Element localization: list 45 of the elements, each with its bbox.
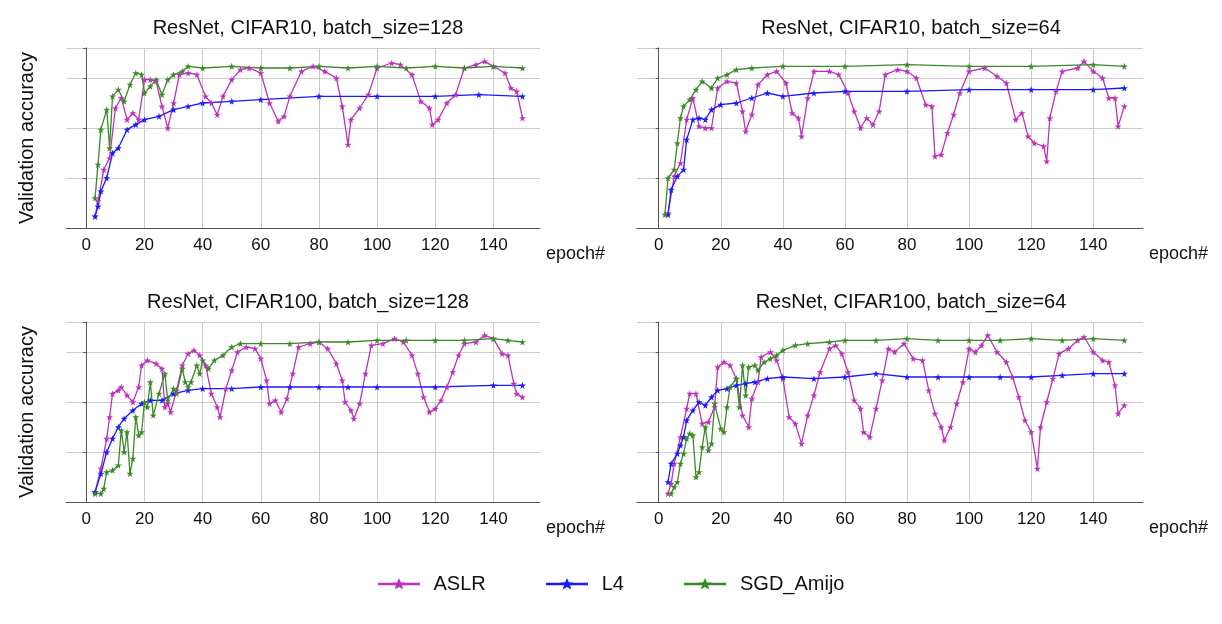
x-tick-label: 20 — [711, 235, 731, 254]
y-axis-title: Validation accuracy — [15, 326, 37, 498]
y-axis-title: Validation accuracy — [15, 52, 37, 224]
x-tick-label: 40 — [193, 509, 213, 528]
x-tick-label: 60 — [251, 235, 271, 254]
x-tick-label: 140 — [479, 509, 508, 528]
chart-title: ResNet, CIFAR100, batch_size=64 — [755, 290, 1067, 313]
x-axis-title: epoch# — [1148, 243, 1209, 263]
x-axis-title: epoch# — [545, 243, 606, 263]
x-axis-title: epoch# — [545, 517, 606, 537]
x-tick-label: 100 — [362, 235, 392, 254]
chart-title: ResNet, CIFAR10, batch_size=64 — [761, 16, 1061, 39]
x-tick-label: 20 — [135, 509, 154, 528]
x-tick-label: 0 — [653, 235, 664, 254]
x-tick-label: 60 — [835, 509, 855, 528]
x-tick-label: 120 — [421, 235, 450, 254]
x-tick-label: 80 — [309, 235, 329, 254]
x-tick-label: 0 — [653, 509, 664, 528]
x-tick-label: 40 — [193, 235, 213, 254]
x-tick-label: 140 — [1079, 509, 1108, 528]
legend-label: ASLR — [433, 572, 486, 595]
x-tick-label: 0 — [81, 509, 92, 528]
legend-label: SGD_Amijo — [740, 572, 845, 595]
x-tick-label: 60 — [251, 509, 271, 528]
x-tick-label: 140 — [479, 235, 508, 254]
x-tick-label: 140 — [1079, 235, 1108, 254]
x-tick-label: 20 — [135, 235, 154, 254]
x-tick-label: 40 — [773, 235, 793, 254]
legend-label: L4 — [601, 572, 624, 595]
x-axis-title: epoch# — [1148, 517, 1209, 537]
x-tick-label: 20 — [711, 509, 731, 528]
chart-title: ResNet, CIFAR100, batch_size=128 — [147, 290, 469, 313]
x-tick-label: 0 — [81, 235, 92, 254]
x-tick-label: 100 — [954, 509, 984, 528]
x-tick-label: 100 — [954, 235, 984, 254]
x-tick-label: 100 — [362, 509, 392, 528]
x-tick-label: 80 — [309, 509, 329, 528]
x-tick-label: 80 — [897, 235, 917, 254]
x-tick-label: 120 — [421, 509, 450, 528]
x-tick-label: 120 — [1017, 509, 1046, 528]
chart-title: ResNet, CIFAR10, batch_size=128 — [152, 16, 464, 39]
x-tick-label: 60 — [835, 235, 855, 254]
x-tick-label: 80 — [897, 509, 917, 528]
x-tick-label: 40 — [773, 509, 793, 528]
x-tick-label: 120 — [1017, 235, 1046, 254]
